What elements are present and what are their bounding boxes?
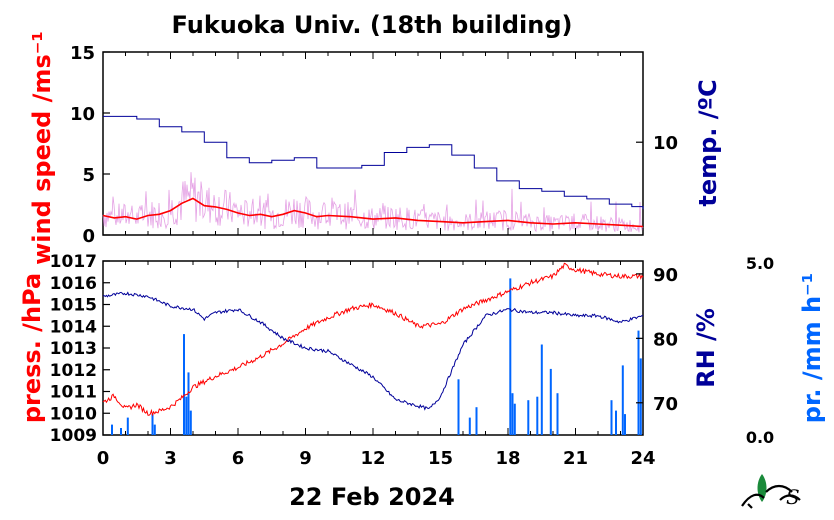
wind-temp-panel: 0 5 10 15 10 xyxy=(70,43,678,247)
precip-bar xyxy=(513,403,516,435)
precip-bar xyxy=(556,393,559,435)
x-tick-label: 24 xyxy=(630,448,655,469)
press-tick-label: 1010 xyxy=(50,404,97,424)
precip-bar xyxy=(624,414,626,435)
precip-bar xyxy=(457,379,460,435)
date-label: 22 Feb 2024 xyxy=(289,483,455,511)
temperature-line xyxy=(103,115,644,210)
precip-bar xyxy=(151,414,154,435)
precip-bar xyxy=(185,396,188,435)
logo: S xyxy=(741,474,801,509)
precip-bar xyxy=(610,400,613,435)
press-tick-label: 1017 xyxy=(50,252,97,272)
x-tick-label: 0 xyxy=(97,448,110,469)
precip-bar xyxy=(509,278,512,435)
precip-bar xyxy=(187,372,190,435)
precip-bar xyxy=(111,424,113,435)
temp-tick-label: 10 xyxy=(653,133,678,154)
precip-bar xyxy=(527,400,530,435)
precip-bar xyxy=(511,393,514,435)
precip-bar xyxy=(468,417,471,435)
precip-bar xyxy=(549,368,552,435)
wind-tick-label: 0 xyxy=(82,226,95,247)
press-tick-label: 1013 xyxy=(50,339,97,359)
rh-tick-label: 90 xyxy=(653,265,678,286)
precip-bar xyxy=(621,365,624,435)
chart-title: Fukuoka Univ. (18th building) xyxy=(172,11,573,39)
press-tick-label: 1015 xyxy=(50,296,97,316)
x-tick-label: 9 xyxy=(299,448,312,469)
wind-tick-label: 5 xyxy=(82,165,95,186)
x-tick-label: 3 xyxy=(164,448,177,469)
wind-tick-label: 10 xyxy=(70,104,95,125)
precip-bar xyxy=(189,410,192,435)
top-plot-frame xyxy=(102,51,644,236)
precip-bar xyxy=(639,358,642,435)
press-tick-label: 1009 xyxy=(50,426,97,446)
temp-axis-label: temp. /ºC xyxy=(694,79,722,206)
rh-line xyxy=(103,291,644,411)
pressure-line xyxy=(102,262,644,417)
press-tick-label: 1012 xyxy=(50,361,97,381)
wind-tick-label: 15 xyxy=(70,43,95,64)
rh-tick-label: 80 xyxy=(653,329,678,350)
logo-leaf-icon xyxy=(757,474,767,502)
x-tick-label: 12 xyxy=(360,448,385,469)
rh-tick-label: 70 xyxy=(653,394,678,415)
press-tick-label: 1016 xyxy=(50,274,97,294)
precip-bar xyxy=(540,344,543,435)
press-axis-label: press. /hPa xyxy=(18,273,46,423)
precip-bar xyxy=(126,417,129,435)
precip-bar xyxy=(536,396,539,435)
x-tick-label: 15 xyxy=(428,448,453,469)
precip-bar xyxy=(153,424,156,435)
precip-axis-label: pr. /mm h⁻¹ xyxy=(798,273,826,423)
precip-bar xyxy=(637,330,640,435)
press-tick-label: 1011 xyxy=(50,383,97,403)
rh-axis-label: RH /% xyxy=(692,308,720,388)
precip-tick-label: 0.0 xyxy=(746,428,774,447)
wind-speed-line xyxy=(102,197,644,228)
x-tick-label: 21 xyxy=(563,448,588,469)
press-tick-label: 1014 xyxy=(50,317,97,337)
precip-bar xyxy=(120,428,122,435)
svg-text:S: S xyxy=(786,485,800,509)
x-tick-label: 18 xyxy=(495,448,520,469)
x-tick-label: 6 xyxy=(232,448,245,469)
precip-bar xyxy=(183,334,185,435)
wind-axis-label: wind speed /ms⁻¹ xyxy=(28,31,56,265)
precip-tick-label: 5.0 xyxy=(746,254,774,273)
precip-bar xyxy=(475,407,478,435)
precip-bar xyxy=(615,410,617,435)
